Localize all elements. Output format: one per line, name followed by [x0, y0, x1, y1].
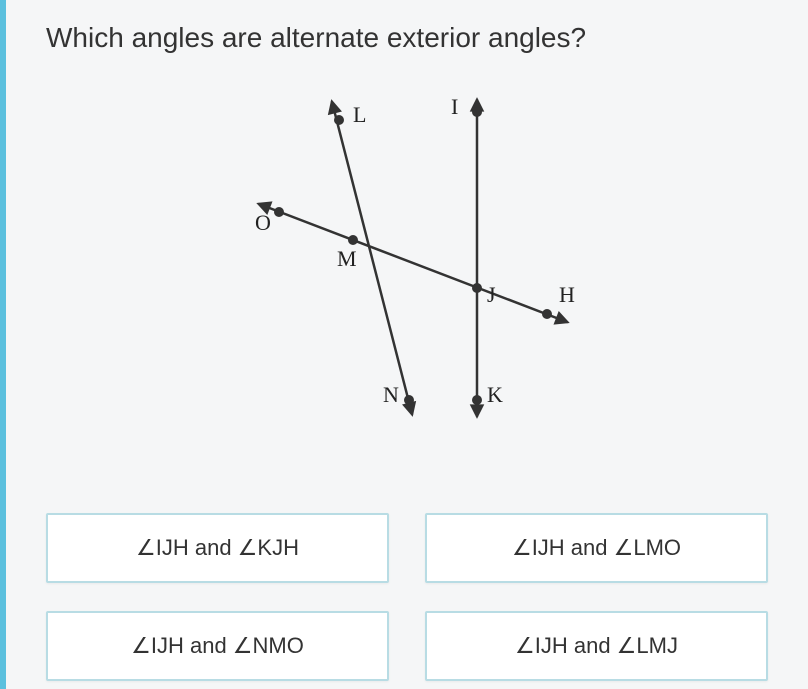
point-O: [274, 207, 284, 217]
point-J: [472, 283, 482, 293]
question-text: Which angles are alternate exterior angl…: [46, 22, 768, 54]
diagram-container: L I O M J H N K: [46, 64, 768, 444]
answer-option-2[interactable]: ∠IJH and ∠LMO: [425, 513, 768, 583]
answer-grid: ∠IJH and ∠KJH ∠IJH and ∠LMO ∠IJH and ∠NM…: [46, 513, 768, 681]
geometry-diagram: L I O M J H N K: [187, 64, 627, 444]
point-label-H: H: [559, 282, 575, 308]
point-H: [542, 309, 552, 319]
page: Which angles are alternate exterior angl…: [6, 0, 808, 689]
point-label-M: M: [337, 246, 357, 272]
point-label-J: J: [487, 282, 496, 308]
point-L: [334, 115, 344, 125]
point-I: [472, 107, 482, 117]
point-N: [404, 395, 414, 405]
point-label-O: O: [255, 210, 271, 236]
answer-option-1[interactable]: ∠IJH and ∠KJH: [46, 513, 389, 583]
answer-option-4[interactable]: ∠IJH and ∠LMJ: [425, 611, 768, 681]
point-label-I: I: [451, 94, 458, 120]
point-label-N: N: [383, 382, 399, 408]
answer-option-3[interactable]: ∠IJH and ∠NMO: [46, 611, 389, 681]
point-label-K: K: [487, 382, 503, 408]
point-K: [472, 395, 482, 405]
point-label-L: L: [353, 102, 366, 128]
point-M: [348, 235, 358, 245]
line-OH: [259, 204, 567, 322]
